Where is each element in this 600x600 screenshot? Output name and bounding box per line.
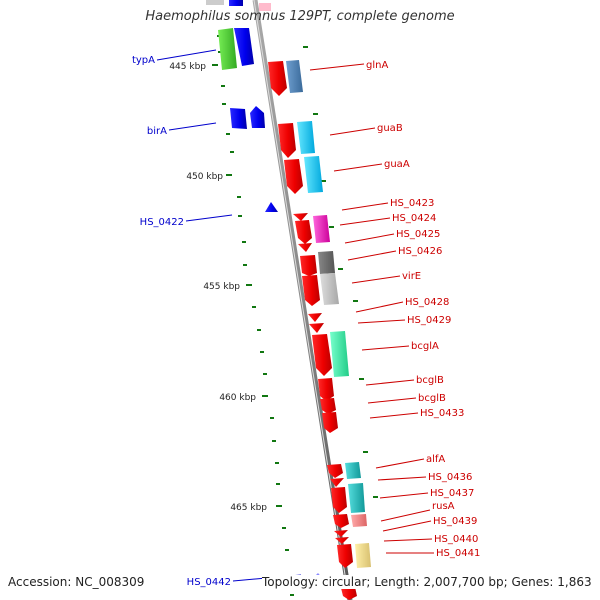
gene-HS_0433[interactable] — [322, 412, 338, 433]
gene-bottom-partial — [341, 587, 357, 600]
gene-HS_0441-partner[interactable] — [355, 543, 371, 568]
scale-ticks — [212, 35, 378, 596]
label-rusA: rusA — [432, 501, 455, 512]
gene-bcglA-partner[interactable] — [330, 331, 349, 377]
gene-HS_0437[interactable] — [331, 487, 347, 513]
label-HS_0423: HS_0423 — [390, 198, 434, 209]
gene-HS_0441[interactable] — [337, 544, 353, 568]
gene-birA-part2[interactable] — [250, 106, 265, 128]
gene-rusA-partner[interactable] — [351, 514, 367, 527]
gene-bcglA[interactable] — [312, 334, 332, 376]
gene-HS_0428[interactable] — [308, 313, 322, 322]
scale-label-465: 465 kbp — [230, 503, 267, 513]
label-guaB: guaB — [377, 123, 403, 134]
gene-glnA-partner[interactable] — [286, 60, 303, 93]
gene-bcglB-2[interactable] — [320, 398, 336, 414]
topology-text: Topology: circular; Length: 2,007,700 bp… — [262, 575, 592, 589]
gene-bcglB-1[interactable] — [318, 378, 334, 401]
map-title: Haemophilus somnus 129PT, complete genom… — [145, 9, 455, 24]
gene-birA-part1[interactable] — [230, 108, 247, 129]
label-typA: typA — [132, 55, 155, 66]
gene-HS_0437-partner[interactable] — [348, 483, 365, 513]
gene-typA-core[interactable] — [234, 28, 254, 66]
label-HS_0425: HS_0425 — [396, 229, 440, 240]
scale-label-460: 460 kbp — [219, 393, 256, 403]
label-HS_0428: HS_0428 — [405, 297, 449, 308]
reverse-leader-lines — [309, 63, 434, 554]
gene-alfA[interactable] — [327, 464, 343, 478]
gene-HS_0440[interactable] — [335, 537, 349, 544]
label-HS_0439: HS_0439 — [433, 516, 477, 527]
gene-virE[interactable] — [300, 255, 317, 276]
gene-glnA[interactable] — [268, 61, 287, 96]
label-bcglA: bcglA — [411, 341, 439, 352]
label-HS_0429: HS_0429 — [407, 315, 451, 326]
feature-top-blue — [229, 0, 243, 6]
gene-HS_0436[interactable] — [330, 478, 344, 487]
feature-top-pink — [259, 3, 271, 11]
scale-label-445: 445 kbp — [169, 62, 206, 72]
label-guaA: guaA — [384, 159, 410, 170]
label-HS_0436: HS_0436 — [428, 472, 472, 483]
gene-virE-core[interactable] — [302, 275, 320, 306]
label-HS_0433: HS_0433 — [420, 408, 464, 419]
label-HS_0424: HS_0424 — [392, 213, 436, 224]
gene-rusA[interactable] — [333, 514, 349, 528]
gene-virE-partner-light[interactable] — [320, 273, 339, 305]
label-HS_0441: HS_0441 — [436, 548, 480, 559]
label-HS_0426: HS_0426 — [398, 246, 442, 257]
gene-HS_0429[interactable] — [309, 323, 324, 333]
scale-label-450: 450 kbp — [186, 172, 223, 182]
label-alfA: alfA — [426, 454, 445, 465]
label-bcglB-1: bcglB — [416, 375, 444, 386]
gene-HS_0423[interactable] — [293, 213, 308, 221]
reverse-strand-features — [268, 60, 371, 600]
label-glnA: glnA — [366, 60, 388, 71]
gene-guaB[interactable] — [278, 123, 296, 158]
label-bcglB-2: bcglB — [418, 393, 446, 404]
label-HS_0422: HS_0422 — [140, 217, 184, 228]
scale-label-455: 455 kbp — [203, 282, 240, 292]
gene-virE-partner-dark[interactable] — [318, 251, 335, 274]
label-HS_0440: HS_0440 — [434, 534, 478, 545]
gene-guaB-partner[interactable] — [297, 121, 315, 154]
gene-HS_0426[interactable] — [298, 243, 312, 252]
gene-HS_0422[interactable] — [265, 202, 278, 212]
label-birA: birA — [147, 126, 167, 137]
label-HS_0437: HS_0437 — [430, 488, 474, 499]
accession-text: Accession: NC_008309 — [8, 575, 145, 589]
gene-guaA[interactable] — [284, 159, 303, 194]
gene-HS_0439[interactable] — [334, 530, 348, 537]
label-HS_0442: HS_0442 — [187, 577, 231, 588]
label-virE: virE — [402, 271, 421, 282]
gene-guaA-partner[interactable] — [304, 156, 323, 193]
gene-HS_0424[interactable] — [295, 220, 312, 244]
feature-top-grey — [206, 0, 224, 5]
gene-alfA-partner[interactable] — [345, 462, 361, 479]
gene-typA[interactable] — [218, 28, 237, 70]
gene-HS_0425[interactable] — [313, 215, 330, 243]
